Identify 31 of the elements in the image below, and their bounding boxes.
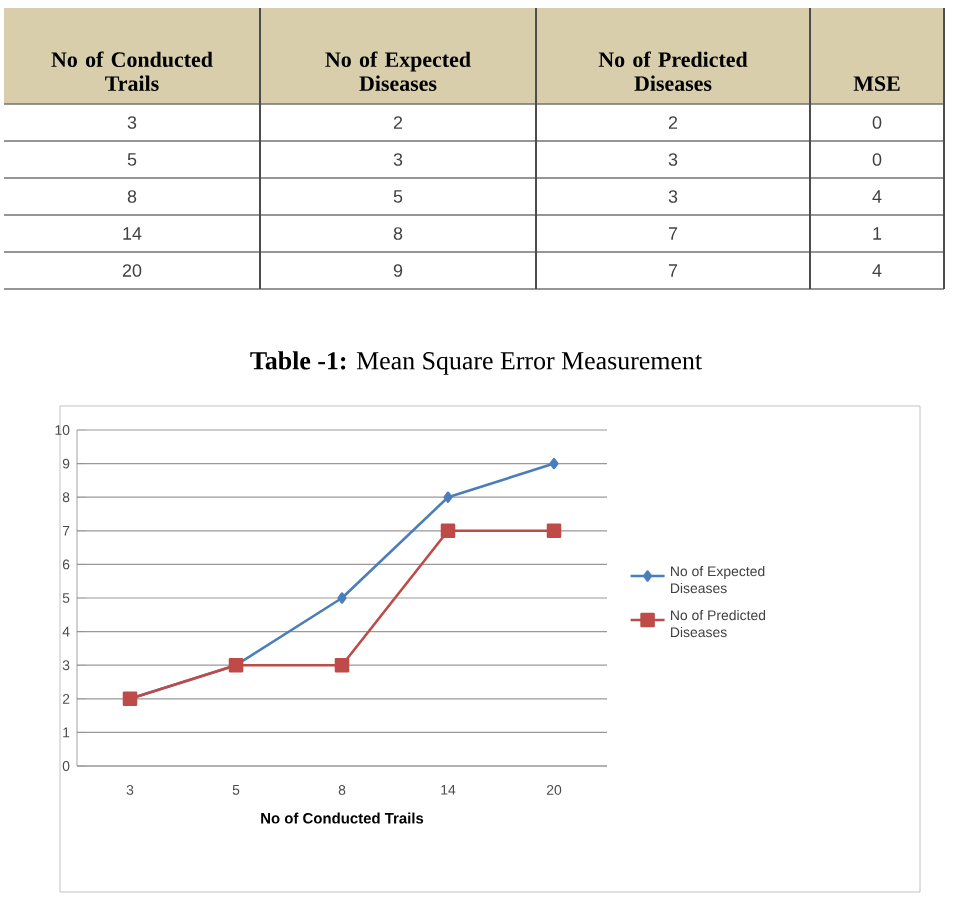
point <box>337 592 347 604</box>
text: 3 <box>668 153 678 166</box>
text: 1 <box>873 227 882 240</box>
text: 20 <box>122 264 142 277</box>
text: 0 <box>872 153 882 166</box>
point <box>334 657 350 673</box>
point <box>443 491 453 503</box>
text: 14 <box>123 227 142 240</box>
text: 2 <box>393 116 403 129</box>
text: 4 <box>872 264 882 277</box>
text: 3 <box>127 116 137 129</box>
text: Table -1: Mean Square Error Measurement <box>250 351 702 375</box>
text: 4 <box>872 190 882 203</box>
text: 9 <box>393 264 403 277</box>
text: No of Expected Diseases <box>325 51 471 91</box>
text: 3 <box>668 190 678 203</box>
text: 2 <box>668 116 678 129</box>
text: 0 <box>872 116 882 129</box>
text: 5 <box>127 153 137 166</box>
text: No of Conducted Trails <box>51 51 213 91</box>
point <box>546 523 562 539</box>
text: 7 <box>668 264 678 277</box>
text: 3 <box>393 153 403 166</box>
point <box>440 523 456 539</box>
text: 5 <box>393 190 403 203</box>
text: 8 <box>127 190 137 203</box>
text: 8 <box>393 227 403 240</box>
text: MSE <box>853 76 900 91</box>
text: 7 <box>668 227 678 240</box>
point <box>549 457 559 470</box>
text: No of Predicted Diseases <box>598 51 748 91</box>
